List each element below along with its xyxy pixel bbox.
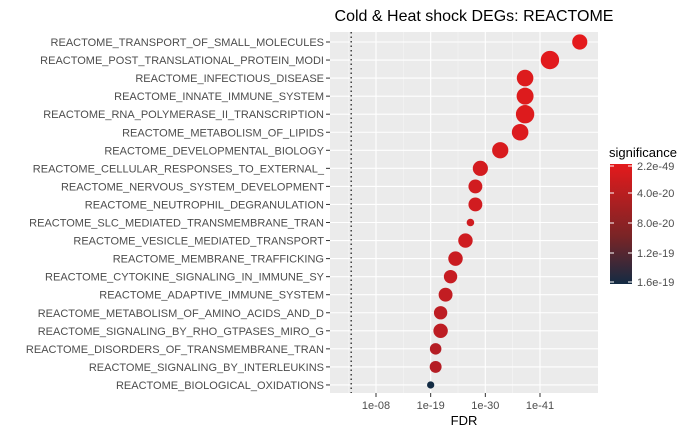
x-axis-ticks: 1e-08 1e-19 1e-30 1e-41 <box>362 393 554 412</box>
category-label: REACTOME_METABOLISM_OF_AMINO_ACIDS_AND_D <box>38 308 324 320</box>
category-label: REACTOME_VESICLE_MEDIATED_TRANSPORT <box>73 236 324 248</box>
data-point <box>466 218 475 227</box>
category-label: REACTOME_POST_TRANSLATIONAL_PROTEIN_MODI <box>40 55 324 67</box>
data-point <box>443 269 458 284</box>
category-label: REACTOME_BIOLOGICAL_OXIDATIONS <box>116 380 324 392</box>
category-label: REACTOME_INFECTIOUS_DISEASE <box>135 73 324 85</box>
category-label: REACTOME_NEUTROPHIL_DEGRANULATION <box>85 199 324 211</box>
legend-label: 1.2e-19 <box>637 248 674 260</box>
data-point <box>515 105 535 124</box>
data-point <box>458 233 473 248</box>
category-label: REACTOME_TRANSPORT_OF_SMALL_MOLECULES <box>51 37 324 49</box>
data-point <box>438 287 453 302</box>
category-label: REACTOME_METABOLISM_OF_LIPIDS <box>122 127 324 139</box>
category-label: REACTOME_INNATE_IMMUNE_SYSTEM <box>114 91 324 103</box>
data-point <box>468 179 483 194</box>
x-tick-label: 1e-08 <box>362 400 390 412</box>
legend-colorbar <box>610 164 632 284</box>
legend-title: significance <box>609 145 677 160</box>
legend-label: 1.6e-19 <box>637 277 674 289</box>
data-point <box>472 160 488 176</box>
data-point <box>516 87 534 105</box>
category-labels: REACTOME_TRANSPORT_OF_SMALL_MOLECULES REA… <box>26 37 325 392</box>
legend-label: 8.0e-20 <box>637 218 674 230</box>
category-label: REACTOME_DISORDERS_OF_TRANSMEMBRANE_TRAN <box>26 344 324 356</box>
data-point <box>540 50 560 70</box>
category-label: REACTOME_ADAPTIVE_IMMUNE_SYSTEM <box>99 290 324 302</box>
data-point <box>429 360 442 373</box>
legend-label: 2.2e-49 <box>637 161 674 173</box>
data-point <box>492 142 509 159</box>
legend-label: 4.0e-20 <box>637 188 674 200</box>
chart-title: Cold & Heat shock DEGs: REACTOME <box>335 8 614 25</box>
data-point <box>433 306 448 320</box>
category-label: REACTOME_SIGNALING_BY_RHO_GTPASES_MIRO_G <box>38 326 324 338</box>
x-tick-label: 1e-19 <box>417 400 445 412</box>
data-point <box>427 381 435 389</box>
category-label: REACTOME_SLC_MEDIATED_TRANSMEMBRANE_TRAN <box>29 218 324 230</box>
data-point <box>511 123 529 141</box>
data-point <box>468 197 483 212</box>
category-label: REACTOME_NERVOUS_SYSTEM_DEVELOPMENT <box>61 181 324 193</box>
data-point <box>429 343 442 355</box>
data-point <box>448 251 463 266</box>
data-point <box>516 69 534 87</box>
category-label: REACTOME_RNA_POLYMERASE_II_TRANSCRIPTION <box>43 109 324 121</box>
category-label: REACTOME_MEMBRANE_TRAFFICKING <box>113 254 324 266</box>
data-points <box>427 34 588 389</box>
plot-panel <box>330 32 598 393</box>
data-point <box>572 34 588 50</box>
minor-gridlines <box>348 32 513 393</box>
y-axis-ticks <box>326 41 330 386</box>
category-label: REACTOME_SIGNALING_BY_INTERLEUKINS <box>89 362 324 374</box>
x-tick-label: 1e-41 <box>526 400 554 412</box>
x-axis-title: FDR <box>451 413 478 428</box>
legend-ticks: 2.2e-49 4.0e-20 8.0e-20 1.2e-19 1.6e-19 <box>610 161 674 289</box>
category-label: REACTOME_DEVELOPMENTAL_BIOLOGY <box>104 145 324 157</box>
x-tick-label: 1e-30 <box>471 400 499 412</box>
category-label: REACTOME_CYTOKINE_SIGNALING_IN_IMMUNE_SY <box>45 272 325 284</box>
major-gridlines <box>330 32 598 393</box>
data-point <box>433 323 448 339</box>
category-label: REACTOME_CELLULAR_RESPONSES_TO_EXTERNAL_ <box>33 163 325 175</box>
